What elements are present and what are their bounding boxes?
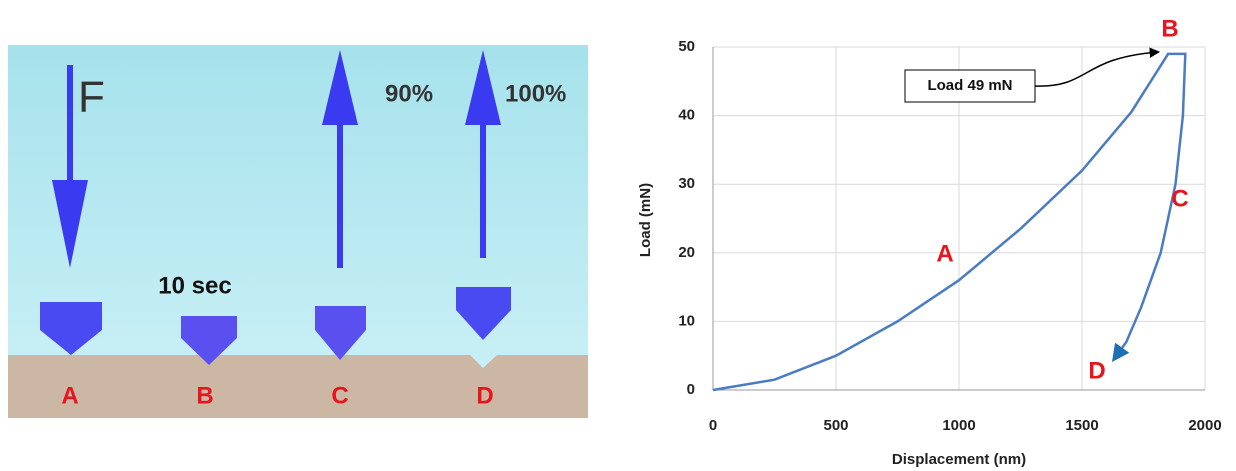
ground	[8, 355, 588, 418]
stage-label: C	[331, 382, 348, 409]
force-label: F	[78, 73, 105, 122]
hold-note: 10 sec	[158, 272, 231, 299]
unload-note: 100%	[505, 80, 566, 107]
y-tick-label: 10	[678, 312, 695, 329]
x-tick-label: 1500	[1065, 417, 1098, 434]
arrow	[480, 110, 486, 258]
callout-arrow	[1035, 52, 1158, 86]
x-tick-label: 500	[823, 417, 848, 434]
curve-label: A	[936, 240, 953, 267]
load-curve	[713, 54, 1185, 390]
y-tick-label: 50	[678, 38, 695, 55]
y-tick-label: 0	[687, 381, 695, 398]
arrow	[337, 110, 343, 268]
y-tick-label: 20	[678, 244, 695, 261]
callout-label: Load 49 mN	[927, 77, 1012, 94]
y-tick-label: 30	[678, 175, 695, 192]
y-axis-label: Load (mN)	[637, 183, 654, 257]
curve-label: C	[1171, 185, 1188, 212]
indentation-diagram: F 10 sec 90% 100% A B C D	[8, 45, 588, 418]
x-tick-label: 1000	[942, 417, 975, 434]
stage-label: A	[61, 382, 78, 409]
curve-label: D	[1088, 357, 1105, 384]
stage-label: D	[476, 382, 493, 409]
arrow	[67, 65, 73, 185]
x-tick-label: 0	[709, 417, 717, 434]
unload-note: 90%	[385, 80, 433, 107]
figure: F 10 sec 90% 100% A B C D 01020304050050…	[0, 0, 1236, 471]
stage-label: B	[196, 382, 213, 409]
y-tick-label: 40	[678, 107, 695, 124]
x-tick-label: 2000	[1188, 417, 1221, 434]
x-axis-label: Displacement (nm)	[892, 451, 1026, 468]
curve-label: B	[1161, 15, 1178, 42]
